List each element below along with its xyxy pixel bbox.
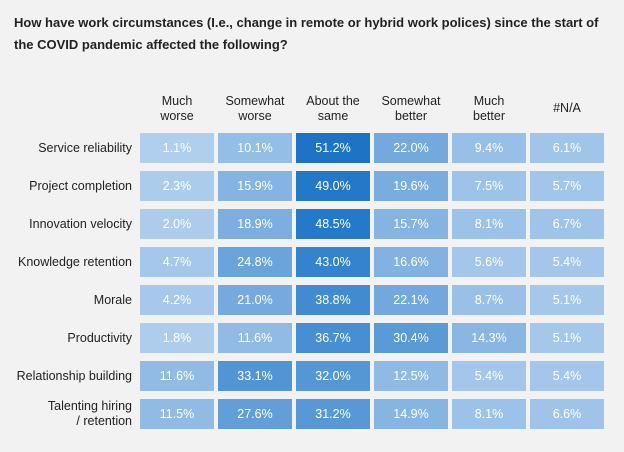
column-header: Much worse xyxy=(160,94,194,123)
row-label: Innovation velocity xyxy=(29,216,132,231)
heatmap-cell: 11.6% xyxy=(218,323,292,353)
heatmap-cell: 15.9% xyxy=(218,171,292,201)
heatmap-cell: 30.4% xyxy=(374,323,448,353)
heatmap-cell: 5.6% xyxy=(452,247,526,277)
heatmap-cell: 11.6% xyxy=(140,361,214,391)
heatmap-cell: 33.1% xyxy=(218,361,292,391)
heatmap-cell: 21.0% xyxy=(218,285,292,315)
row-label: Productivity xyxy=(67,330,132,345)
heatmap-cell: 4.2% xyxy=(140,285,214,315)
heatmap-cell: 49.0% xyxy=(296,171,370,201)
chart-title: How have work circumstances (I.e., chang… xyxy=(14,15,599,52)
heatmap-cell: 36.7% xyxy=(296,323,370,353)
heatmap-cell: 24.8% xyxy=(218,247,292,277)
row-label: Service reliability xyxy=(38,140,132,155)
heatmap-cell: 18.9% xyxy=(218,209,292,239)
heatmap-cell: 5.4% xyxy=(530,361,604,391)
heatmap-cell: 22.1% xyxy=(374,285,448,315)
heatmap-cell: 11.5% xyxy=(140,399,214,429)
heatmap-cell: 6.1% xyxy=(530,133,604,163)
heatmap-cell: 5.7% xyxy=(530,171,604,201)
row-label: Knowledge retention xyxy=(18,254,132,269)
heatmap-cell: 15.7% xyxy=(374,209,448,239)
heatmap-cell: 32.0% xyxy=(296,361,370,391)
heatmap-cell: 5.1% xyxy=(530,323,604,353)
heatmap-cell: 19.6% xyxy=(374,171,448,201)
heatmap-cell: 6.6% xyxy=(530,399,604,429)
heatmap-cell: 2.0% xyxy=(140,209,214,239)
heatmap-cell: 22.0% xyxy=(374,133,448,163)
heatmap-cell: 16.6% xyxy=(374,247,448,277)
column-header: Somewhat worse xyxy=(225,94,285,123)
heatmap-cell: 14.3% xyxy=(452,323,526,353)
heatmap-cell: 14.9% xyxy=(374,399,448,429)
heatmap-cell: 51.2% xyxy=(296,133,370,163)
heatmap-cell: 4.7% xyxy=(140,247,214,277)
heatmap-cell: 8.1% xyxy=(452,209,526,239)
heatmap-cell: 5.4% xyxy=(530,247,604,277)
heatmap-cell: 9.4% xyxy=(452,133,526,163)
heatmap-cell: 8.1% xyxy=(452,399,526,429)
heatmap-cell: 38.8% xyxy=(296,285,370,315)
column-header: Somewhat better xyxy=(381,94,441,123)
heatmap-cell: 12.5% xyxy=(374,361,448,391)
row-label: Project completion xyxy=(29,178,132,193)
heatmap-cell: 31.2% xyxy=(296,399,370,429)
column-header: #N/A xyxy=(553,101,581,115)
row-label: Relationship building xyxy=(16,368,132,383)
column-header: About the same xyxy=(306,94,360,123)
column-header: Much better xyxy=(473,94,505,123)
heatmap-cell: 1.8% xyxy=(140,323,214,353)
heatmap-cell: 1.1% xyxy=(140,133,214,163)
heatmap-cell: 8.7% xyxy=(452,285,526,315)
heatmap-cell: 7.5% xyxy=(452,171,526,201)
row-label: Talenting hiring / retention xyxy=(47,399,132,428)
row-label: Morale xyxy=(93,292,132,307)
heatmap-cell: 48.5% xyxy=(296,209,370,239)
heatmap-cell: 6.7% xyxy=(530,209,604,239)
heatmap-cell: 5.4% xyxy=(452,361,526,391)
heatmap-cell: 5.1% xyxy=(530,285,604,315)
heatmap-cell: 2.3% xyxy=(140,171,214,201)
heatmap-cell: 10.1% xyxy=(218,133,292,163)
heatmap-cell: 27.6% xyxy=(218,399,292,429)
heatmap-cell: 43.0% xyxy=(296,247,370,277)
